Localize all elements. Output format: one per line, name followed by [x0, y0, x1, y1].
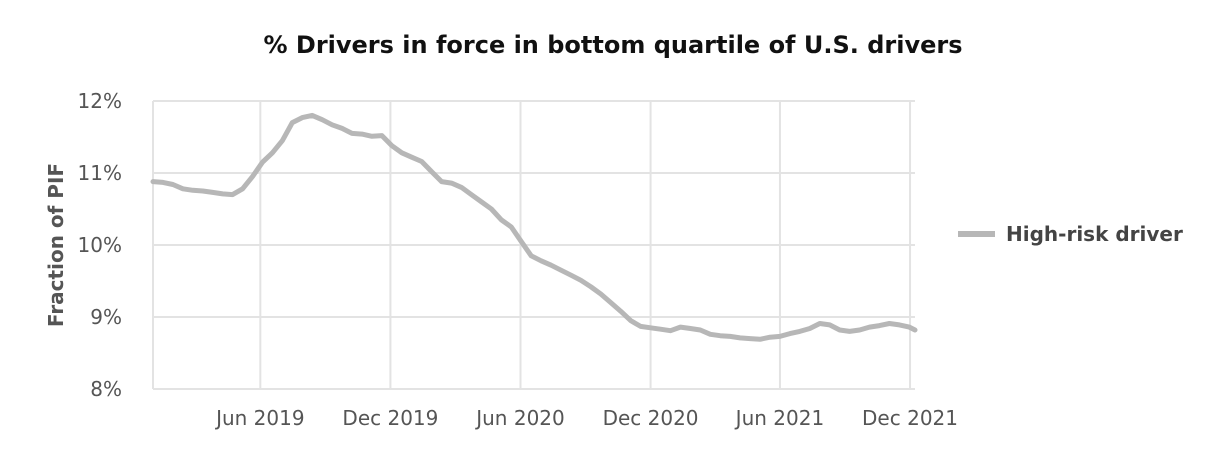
x-tick-label: Dec 2021 — [862, 406, 958, 430]
x-tick-label: Jun 2019 — [214, 406, 305, 430]
x-tick-label: Dec 2020 — [603, 406, 699, 430]
x-axis-ticks: Jun 2019 Dec 2019 Jun 2020 Dec 2020 Jun 2021… — [214, 406, 958, 430]
grid-lines — [152, 100, 915, 390]
series-line-high-risk-driver — [150, 112, 918, 342]
legend-label: High-risk driver — [1006, 222, 1183, 246]
y-axis-label: Fraction of PIF — [44, 163, 68, 327]
x-tick-label: Jun 2021 — [734, 406, 825, 430]
legend: High-risk driver — [958, 222, 1183, 246]
y-tick-label: 10% — [78, 233, 122, 257]
y-tick-label: 9% — [90, 305, 122, 329]
series-layer — [150, 112, 918, 342]
y-tick-label: 8% — [90, 377, 122, 401]
x-tick-label: Dec 2019 — [342, 406, 438, 430]
y-axis-ticks: 8% 9% 10% 11% 12% — [78, 89, 122, 401]
y-tick-label: 12% — [78, 89, 122, 113]
chart-title: % Drivers in force in bottom quartile of… — [264, 31, 963, 59]
y-tick-label: 11% — [78, 161, 122, 185]
x-tick-label: Jun 2020 — [474, 406, 565, 430]
